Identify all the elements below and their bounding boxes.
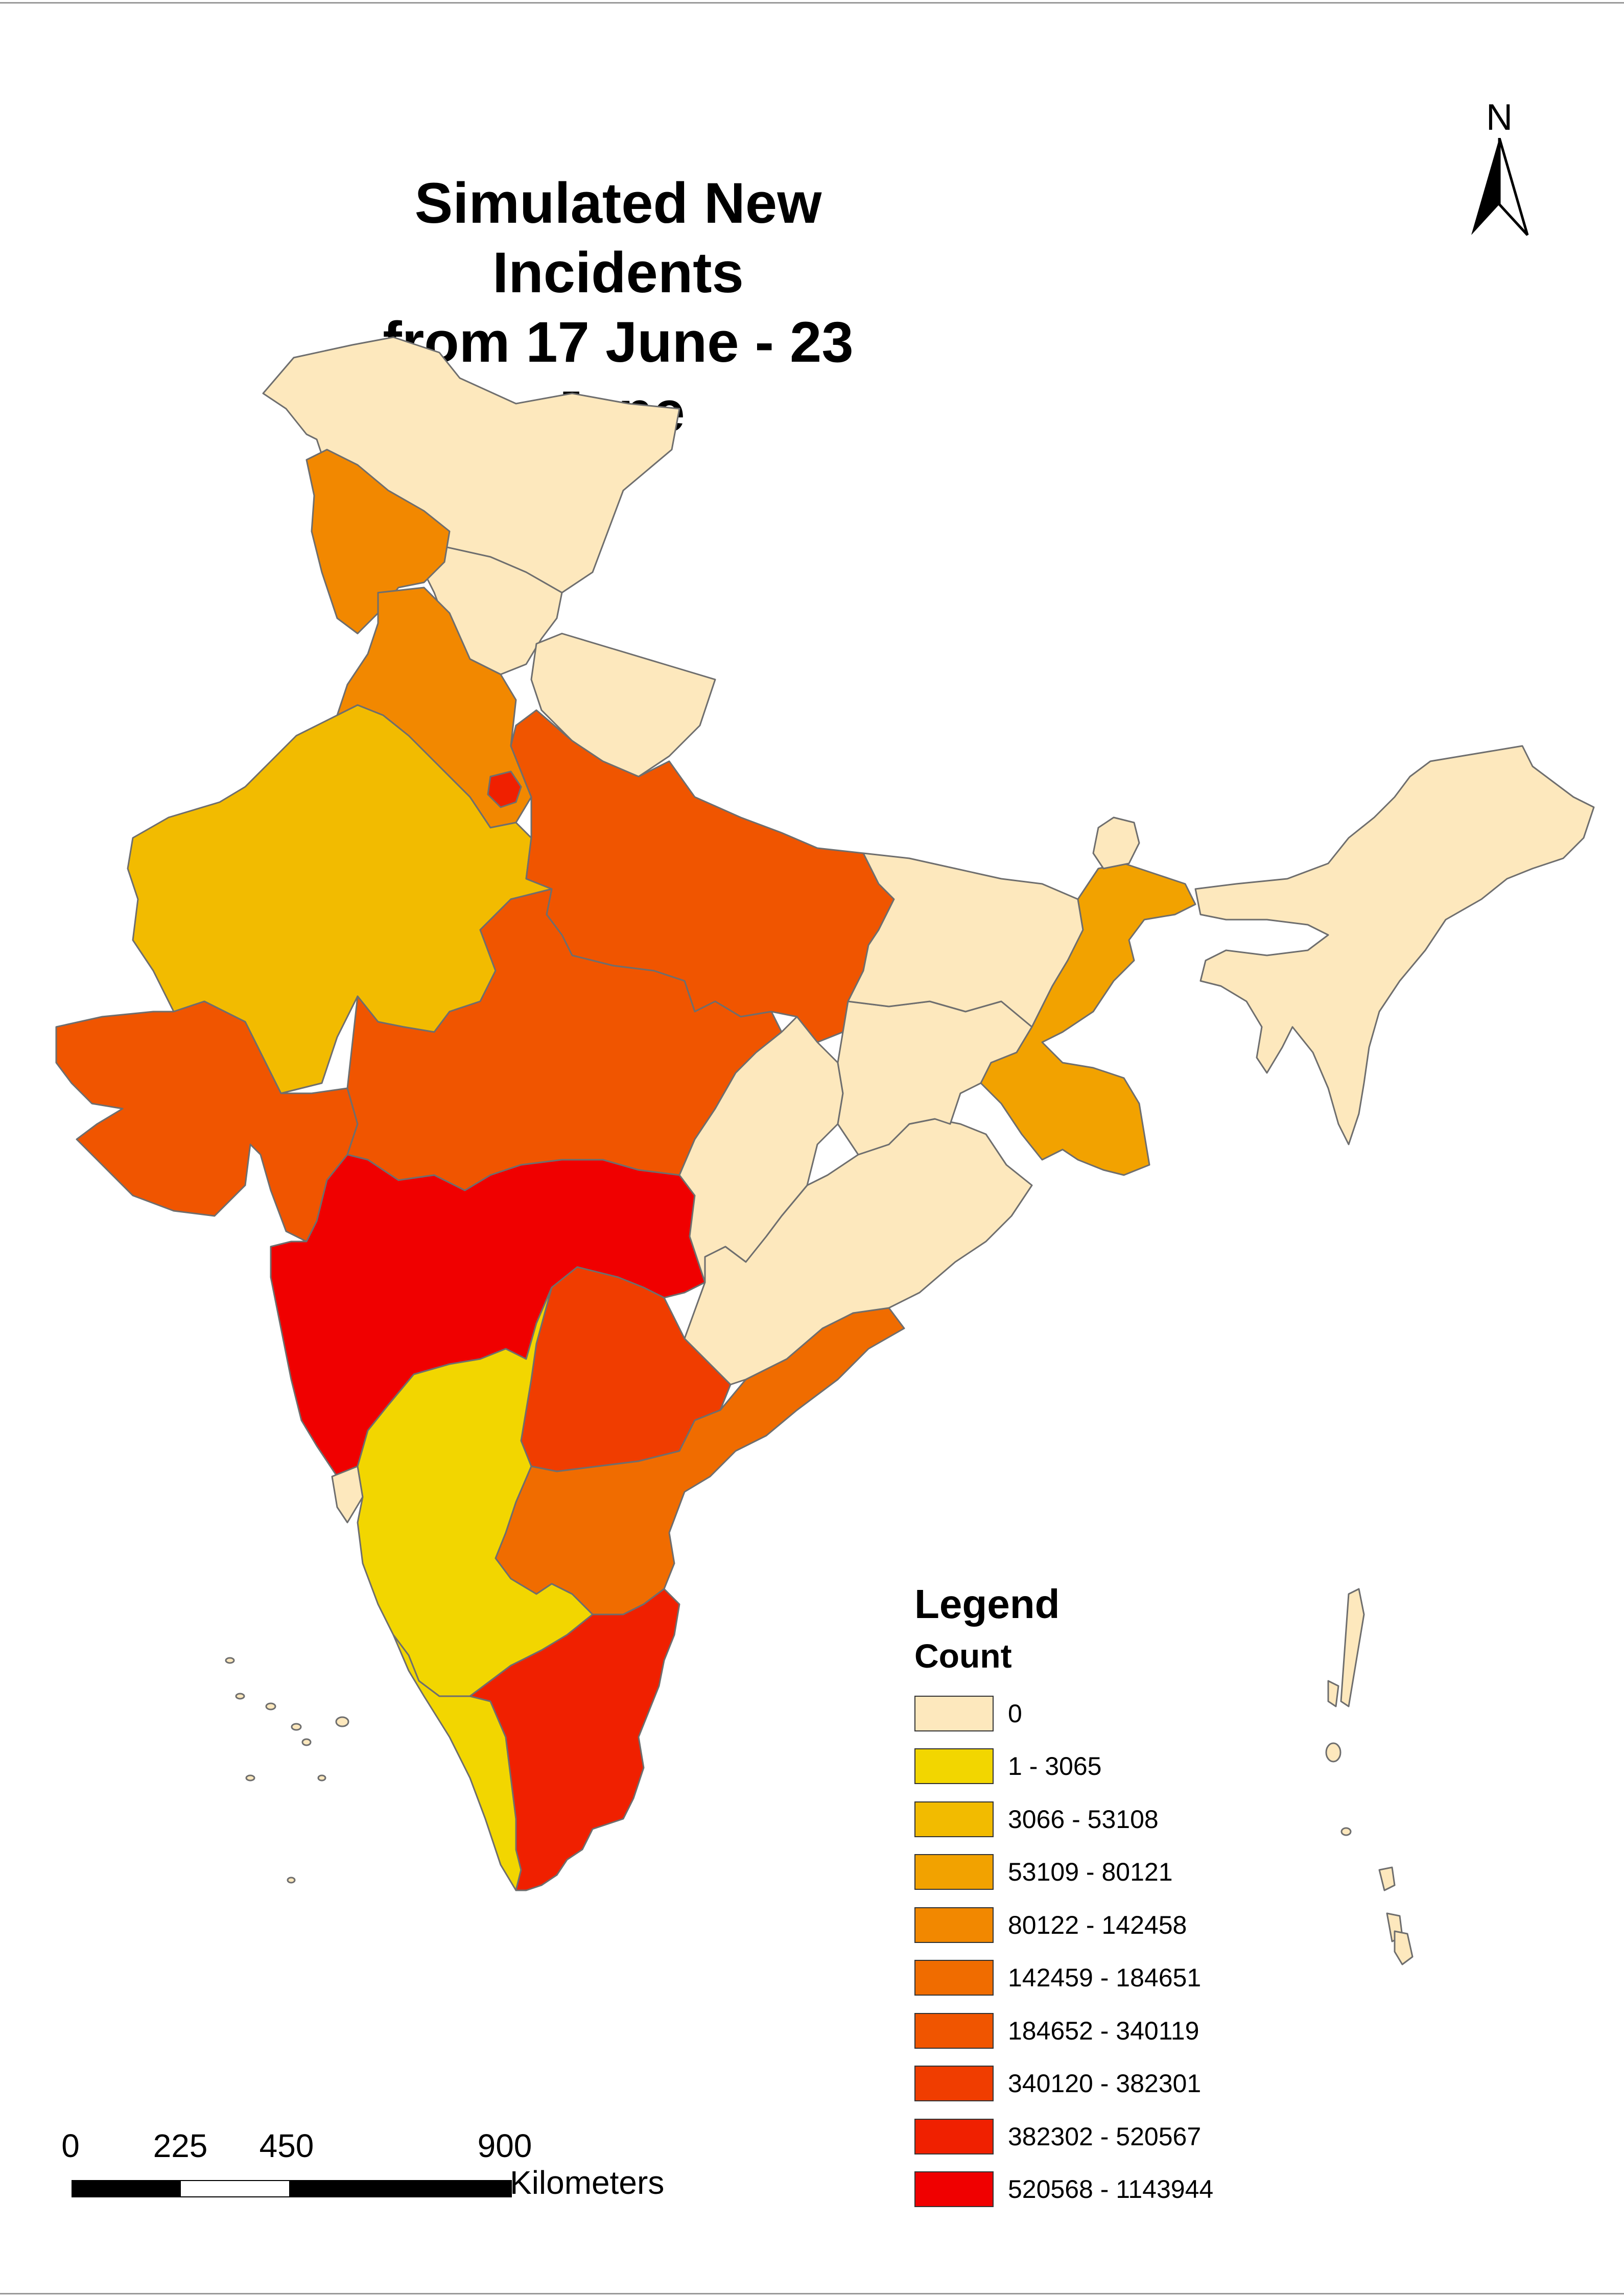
legend-swatch (914, 1748, 994, 1785)
bottom-frame-line (0, 2293, 1624, 2294)
legend-label: 1 - 3065 (1008, 1752, 1102, 1781)
scale-segment-1 (73, 2181, 181, 2196)
scale-tick-450: 450 (259, 2127, 314, 2164)
legend-item: 80122 - 142458 (914, 1899, 1272, 1952)
region-andaman-nicobar (1325, 1588, 1414, 1965)
scale-tick-225: 225 (153, 2127, 208, 2164)
legend-item: 142459 - 184651 (914, 1952, 1272, 2005)
legend-title: Legend (914, 1581, 1060, 1627)
legend-label: 142459 - 184651 (1008, 1963, 1202, 1993)
north-label: N (1486, 97, 1513, 138)
region-uttarakhand (530, 632, 716, 778)
legend-item: 0 (914, 1687, 1272, 1740)
region-delhi (487, 770, 522, 808)
legend-swatch (914, 1960, 994, 1996)
scale-bar-graphic (72, 2180, 512, 2197)
region-punjab (305, 449, 451, 635)
legend-item: 3066 - 53108 (914, 1793, 1272, 1846)
legend-item: 1 - 3065 (914, 1740, 1272, 1793)
legend-label: 520568 - 1143944 (1008, 2175, 1214, 2204)
legend-label: 382302 - 520567 (1008, 2122, 1202, 2151)
legend-item: 53109 - 80121 (914, 1846, 1272, 1899)
region-chhattisgarh (678, 1016, 844, 1283)
north-arrow: N (1466, 97, 1533, 245)
map-legend: Legend Count 0 1 - 3065 3066 - 53108 53109 … (914, 1579, 1272, 2216)
legend-label: 53109 - 80121 (1008, 1858, 1173, 1887)
legend-swatch (914, 2066, 994, 2102)
legend-item: 184652 - 340119 (914, 2004, 1272, 2057)
legend-label: 340120 - 382301 (1008, 2069, 1202, 2098)
legend-swatch (914, 1695, 994, 1731)
legend-label: 80122 - 142458 (1008, 1910, 1187, 1939)
legend-label: 184652 - 340119 (1008, 2016, 1199, 2045)
region-northeast-states (1194, 745, 1595, 1145)
scale-bar: 0 225 450 900 Kilometers (56, 2128, 720, 2210)
region-west-bengal (980, 862, 1196, 1176)
legend-swatch (914, 1907, 994, 1943)
north-arrow-icon (1471, 138, 1529, 236)
legend-item: 340120 - 382301 (914, 2057, 1272, 2111)
legend-swatch (914, 1801, 994, 1837)
scale-units: Kilometers (510, 2164, 665, 2201)
top-frame-line (0, 2, 1624, 4)
title-line-1: Simulated New Incidents (414, 171, 822, 304)
legend-swatch (914, 2171, 994, 2208)
legend-field-name: Count (914, 1637, 1012, 1675)
region-sikkim (1092, 816, 1140, 870)
legend-item: 382302 - 520567 (914, 2110, 1272, 2163)
region-tamil-nadu (469, 1588, 680, 1891)
legend-label: 3066 - 53108 (1008, 1805, 1159, 1834)
legend-swatch (914, 2012, 994, 2049)
legend-label: 0 (1008, 1699, 1022, 1728)
legend-swatch (914, 2118, 994, 2154)
legend-item: 520568 - 1143944 (914, 2163, 1272, 2216)
scale-segment-3 (289, 2181, 511, 2196)
region-goa (331, 1465, 364, 1524)
scale-tick-0: 0 (61, 2127, 80, 2164)
legend-items: 0 1 - 3065 3066 - 53108 53109 - 80121 80122 … (914, 1687, 1272, 2216)
region-lakshadweep (225, 1657, 349, 1884)
legend-swatch (914, 1854, 994, 1890)
scale-segment-2 (181, 2181, 289, 2196)
region-gujarat (55, 1000, 359, 1243)
scale-tick-900: 900 (477, 2127, 532, 2164)
